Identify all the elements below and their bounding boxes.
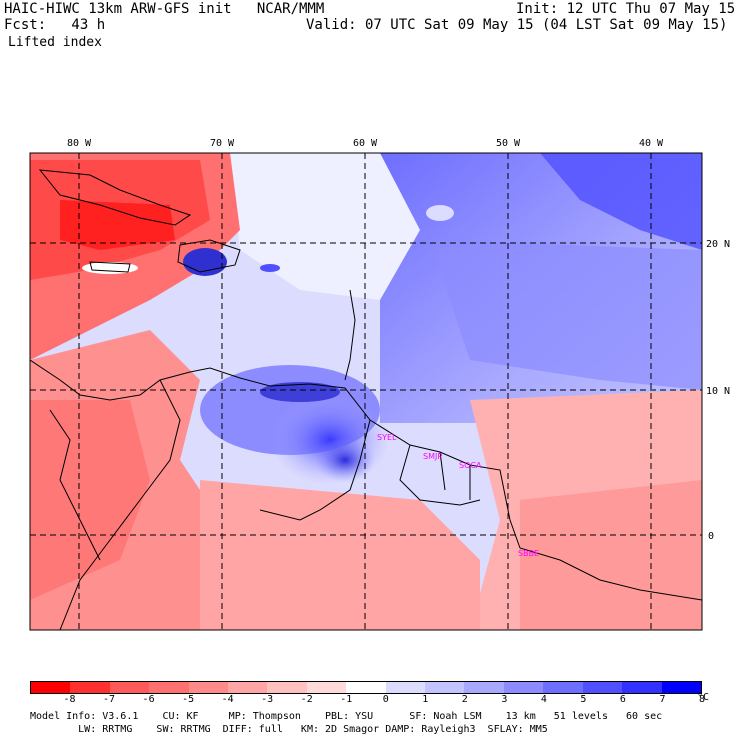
lat-lon-grid — [30, 153, 702, 630]
colorbar-unit: °C — [696, 692, 710, 703]
lat-label: 10 N — [706, 386, 730, 397]
colorbar-ticks: -8 -7 -6 -5 -4 -3 -2 -1 0 1 2 3 4 5 6 7 8 °C — [0, 692, 740, 708]
model-info-line2: LW: RRTMG SW: RRTMG DIFF: full KM: 2D Sm… — [30, 724, 548, 735]
colorbar-tick: 4 — [540, 694, 547, 705]
colorbar — [30, 681, 702, 694]
colorbar-swatch — [503, 682, 544, 693]
colorbar-swatch — [425, 682, 465, 693]
valid-time: Valid: 07 UTC Sat 09 May 15 (04 LST Sat … — [306, 17, 728, 33]
model-info-line1: Model Info: V3.6.1 CU: KF MP: Thompson P… — [30, 711, 663, 722]
map-field — [30, 153, 702, 630]
colorbar-tick: -7 — [103, 694, 116, 705]
colorbar-tick: -8 — [63, 694, 76, 705]
map-frame — [29, 152, 703, 631]
lat-label: 20 N — [706, 239, 730, 250]
lon-label: 50 W — [496, 138, 521, 149]
colorbar-tick: 7 — [659, 694, 666, 705]
colorbar-swatch — [464, 682, 504, 693]
forecast-hour: Fcst: 43 h — [4, 17, 106, 33]
colorbar-tick: 8 — [698, 694, 706, 705]
colorbar-swatch — [70, 682, 110, 693]
colorbar-swatch — [228, 682, 268, 693]
init-time: Init: 12 UTC Thu 07 May 15 — [516, 1, 736, 17]
colorbar-swatch — [306, 682, 347, 693]
colorbar-swatch — [149, 682, 189, 693]
colorbar-tick: -5 — [182, 694, 195, 705]
lon-label: 70 W — [210, 138, 235, 149]
colorbar-swatch — [622, 682, 662, 693]
lat-label: 0 — [708, 531, 714, 542]
colorbar-swatch — [109, 682, 150, 693]
colorbar-tick: 5 — [580, 694, 587, 705]
colorbar-swatch — [582, 682, 623, 693]
colorbar-tick: 6 — [619, 694, 626, 705]
lon-label: 60 W — [353, 138, 378, 149]
colorbar-tick: -3 — [261, 694, 274, 705]
colorbar-swatch — [267, 682, 307, 693]
map-title: HAIC-HIWC 13km ARW-GFS init NCAR/MMM — [4, 1, 325, 17]
coastlines — [30, 169, 702, 630]
colorbar-tick: 2 — [461, 694, 468, 705]
colorbar-swatch — [385, 682, 426, 693]
colorbar-swatch — [31, 682, 71, 693]
station-label: SYEL — [377, 433, 397, 442]
colorbar-swatch — [661, 682, 701, 693]
colorbar-tick: -2 — [300, 694, 313, 705]
colorbar-tick: 1 — [422, 694, 429, 705]
lon-label: 40 W — [639, 138, 664, 149]
lon-label: 80 W — [67, 138, 92, 149]
colorbar-tick: -4 — [221, 694, 234, 705]
colorbar-swatch — [188, 682, 229, 693]
field-name: Lifted index — [8, 35, 102, 50]
station-label: SMJP — [423, 452, 442, 461]
colorbar-tick: -6 — [142, 694, 155, 705]
colorbar-tick: -1 — [340, 694, 353, 705]
colorbar-tick: 3 — [501, 694, 508, 705]
colorbar-swatch — [543, 682, 583, 693]
colorbar-swatch — [346, 682, 386, 693]
colorbar-tick: 0 — [382, 694, 389, 705]
station-label: SBBE — [518, 549, 539, 558]
station-label: SOCA — [459, 461, 482, 470]
